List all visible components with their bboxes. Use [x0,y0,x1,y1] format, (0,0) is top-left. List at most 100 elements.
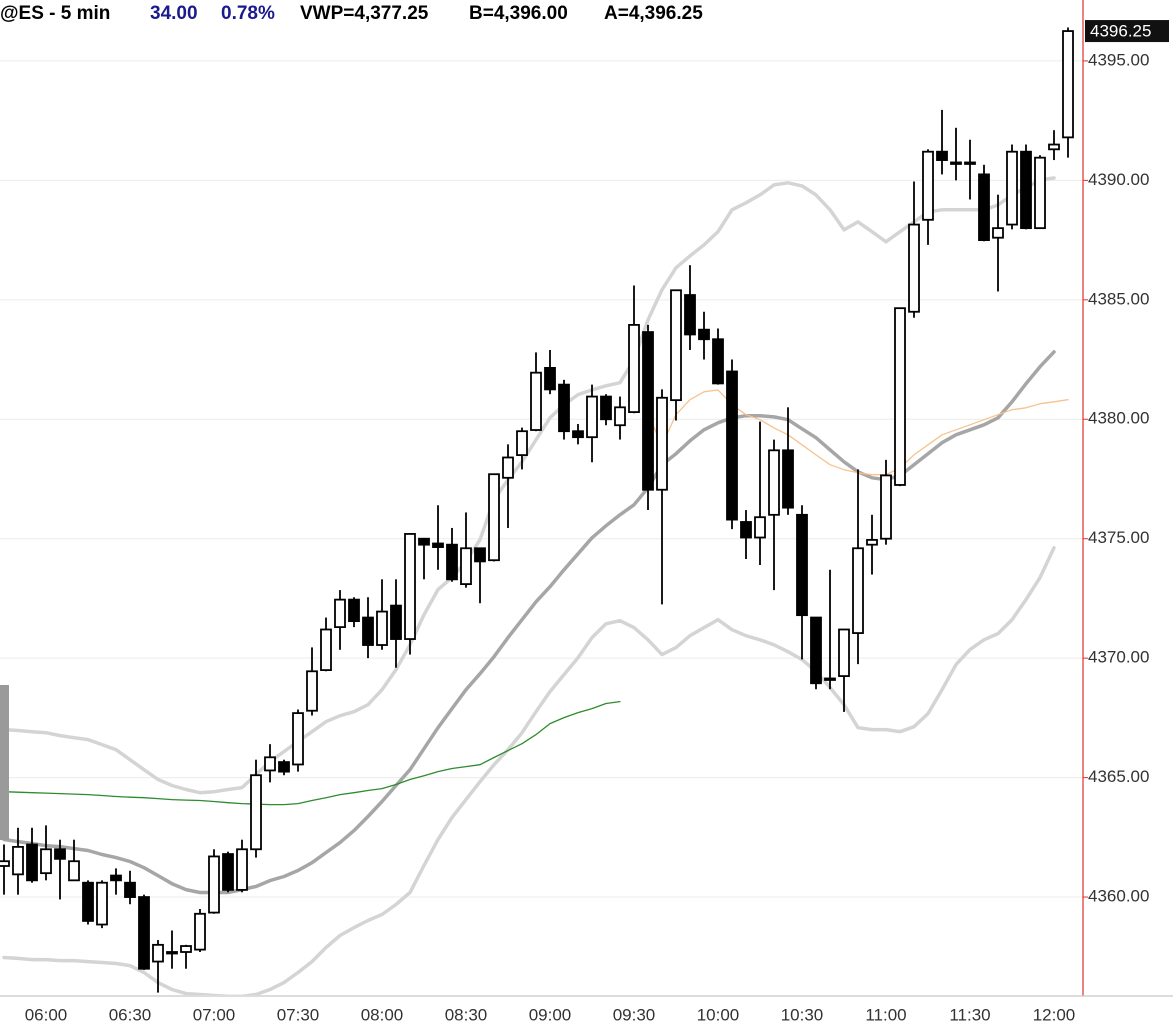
candle-body [950,161,962,165]
x-tick-label: 06:00 [25,1005,68,1024]
candle-body [922,150,934,221]
candle-body [838,628,850,677]
y-tick-label: 4375.00 [1088,528,1149,547]
candle-body [460,547,472,585]
candle-body [726,370,738,521]
axes: 4360.00 4365.00 4370.00 4375.00 4380.00 4385.… [25,20,1169,1024]
candle-body [670,289,682,402]
bid: B=4,396.00 [469,3,568,24]
candle-body [908,223,920,313]
y-tick-label: 4370.00 [1088,648,1149,667]
candle-body [250,774,262,851]
candle-body [880,474,892,540]
ask: A=4,396.25 [604,3,703,24]
candle-body [320,628,332,672]
x-tick-label: 08:00 [361,1005,404,1024]
candle-body [530,371,542,431]
candle-body [1048,143,1060,151]
overlay-line [2,546,1056,995]
x-tick-label: 06:30 [109,1005,152,1024]
y-tick-label: 4385.00 [1088,289,1149,308]
side-tab[interactable] [0,685,9,840]
candle-body [964,161,976,165]
candle-body [96,881,108,926]
candle-body [824,677,836,681]
candle-body [446,543,458,581]
candle-body [600,395,612,421]
candle-body [222,853,234,891]
candle-body [26,843,38,882]
candle-body [68,860,80,882]
candle-body [54,848,66,860]
candle-body [138,896,150,970]
candle-body [992,227,1004,239]
last-price-label: 4396.25 [1090,22,1151,41]
x-tick-label: 12:00 [1033,1005,1076,1024]
x-tick-label: 10:00 [697,1005,740,1024]
candle-body [432,542,444,548]
y-tick-label: 4395.00 [1088,50,1149,69]
candle-body [544,366,556,391]
last-price-tag [1085,20,1169,43]
x-tick-label: 11:00 [865,1005,906,1024]
candle-body [502,456,514,479]
candle-body [810,616,822,685]
candle-body [1006,150,1018,226]
y-tick-label: 4380.00 [1088,409,1149,428]
candle-body [782,449,794,509]
symbol-title: @ES - 5 min [0,3,110,24]
candle-body [488,473,500,562]
candle-body [376,610,388,646]
candle-body [12,845,24,876]
candle-body [362,616,374,646]
candle-body [894,307,906,486]
candle-body [628,323,640,413]
candle-body [1062,30,1074,139]
candle-body [390,604,402,640]
candle-body [152,943,164,963]
candle-body [334,598,346,629]
candle-body [180,945,192,953]
candles [0,27,1074,993]
overlay-line [3,700,621,806]
candle-body [404,533,416,640]
candle-body [656,396,668,491]
x-tick-label: 10:30 [781,1005,824,1024]
y-tick-label: 4390.00 [1088,170,1149,189]
candle-body [740,521,752,539]
candle-body [936,150,948,161]
candle-body [278,761,290,773]
candle-body [208,855,220,914]
candle-body [698,328,710,341]
x-tick-label: 07:30 [277,1005,320,1024]
candle-body [684,294,696,336]
x-tick-label: 11:30 [949,1005,990,1024]
candle-body [82,881,94,922]
x-tick-label: 09:30 [613,1005,656,1024]
candle-body [40,848,52,875]
candle-body [558,383,570,433]
candle-body [1020,150,1032,230]
candle-body [194,912,206,951]
candle-body [292,712,304,766]
candle-body [572,430,584,439]
overlay-line [2,350,1056,895]
candle-body [124,881,136,898]
candle-body [264,756,276,772]
candle-body [110,874,122,882]
percent-change: 0.78% [221,3,275,24]
candle-body [1034,156,1046,230]
x-tick-label: 09:00 [529,1005,572,1024]
candle-body [978,173,990,241]
candle-body [348,598,360,623]
candle-body [586,395,598,439]
vwap: VWP=4,377.25 [300,3,429,24]
candle-body [418,537,430,546]
overlay-line [2,176,1056,795]
x-tick-label: 08:30 [445,1005,488,1024]
candle-body [0,860,10,867]
y-tick-label: 4365.00 [1088,767,1149,786]
candle-body [712,338,724,385]
